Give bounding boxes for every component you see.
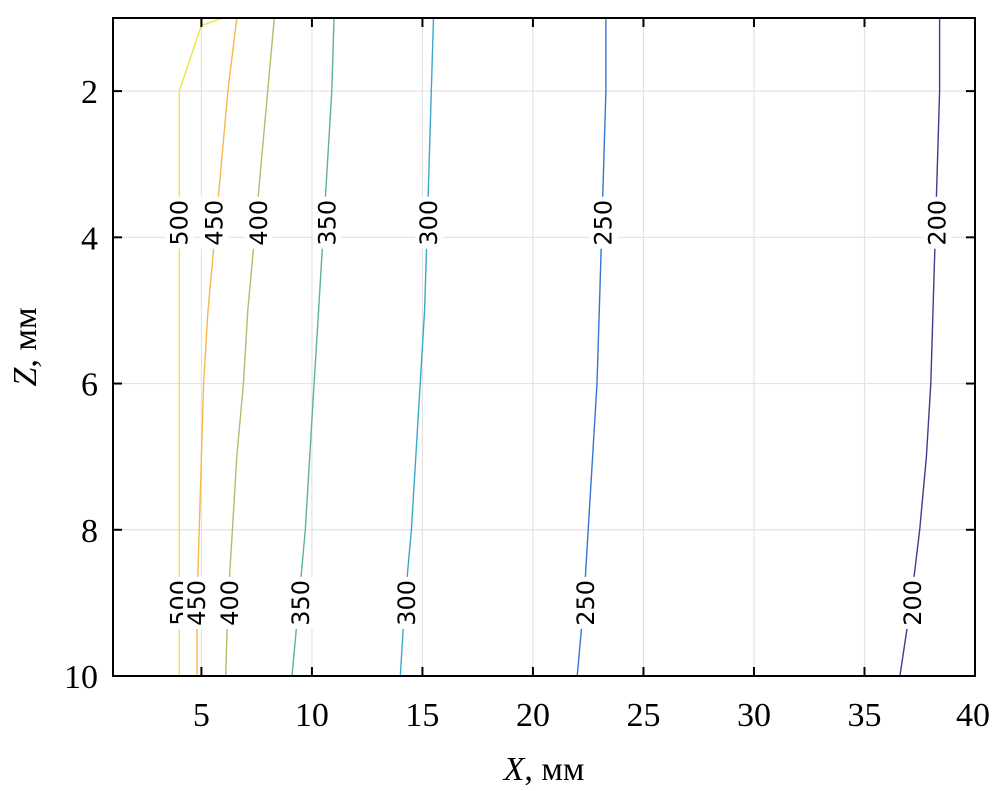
y-tick-label: 8 bbox=[81, 513, 98, 550]
contour-line-350 bbox=[291, 17, 335, 677]
contour-label-300: 300 bbox=[393, 580, 421, 626]
contour-label-bg bbox=[200, 196, 229, 249]
contour-label-500: 500 bbox=[165, 200, 193, 246]
contour-label-bg bbox=[165, 196, 194, 249]
contour-label-bg bbox=[415, 196, 444, 249]
x-tick-label: 35 bbox=[847, 697, 881, 734]
contour-label-250: 250 bbox=[590, 200, 618, 246]
contour-label-bg bbox=[244, 196, 273, 249]
x-axis-title: X, мм bbox=[502, 751, 585, 788]
contour-line-300 bbox=[399, 17, 435, 677]
contour-350: 350 350 bbox=[286, 17, 342, 677]
contour-label-400: 400 bbox=[245, 200, 273, 246]
x-axis-var: X bbox=[502, 751, 526, 788]
contour-250: 250 250 bbox=[571, 18, 618, 677]
x-tick-label: 10 bbox=[295, 697, 329, 734]
x-axis-unit: , мм bbox=[524, 751, 584, 788]
contour-line-250 bbox=[576, 18, 607, 677]
y-axis-var: Z bbox=[7, 366, 44, 386]
y-tick-label: 10 bbox=[64, 659, 98, 696]
y-tick-label: 6 bbox=[81, 367, 98, 404]
contour-label-bg bbox=[571, 576, 600, 629]
x-tick-label: 40 bbox=[956, 697, 990, 734]
contour-200: 200 200 bbox=[899, 18, 952, 677]
contour-label-450: 450 bbox=[183, 580, 211, 626]
contour-label-450: 450 bbox=[201, 200, 229, 246]
contour-label-300: 300 bbox=[415, 200, 443, 246]
y-tick-label: 2 bbox=[81, 74, 98, 111]
contour-line-400 bbox=[225, 17, 275, 677]
contour-label-250: 250 bbox=[572, 580, 600, 626]
contour-label-400: 400 bbox=[216, 580, 244, 626]
x-tick-label: 30 bbox=[737, 697, 771, 734]
axis-ticks bbox=[113, 18, 976, 677]
y-axis-title: Z, мм bbox=[7, 308, 44, 387]
contour-label-bg bbox=[589, 196, 618, 249]
contour-label-bg bbox=[286, 576, 315, 629]
x-tick-label: 20 bbox=[516, 697, 550, 734]
contour-line-450 bbox=[196, 17, 238, 676]
x-tick-label: 25 bbox=[626, 697, 660, 734]
contour-label-bg bbox=[182, 576, 211, 629]
y-tick-label: 4 bbox=[81, 220, 98, 257]
contour-label-200: 200 bbox=[923, 200, 951, 246]
plot-frame bbox=[112, 17, 976, 677]
contour-label-350: 350 bbox=[287, 580, 315, 626]
y-tick-labels: 2 4 6 8 10 bbox=[64, 74, 98, 696]
contour-lines: 5005004504504004003503503003002502502002… bbox=[165, 17, 952, 677]
contour-label-bg bbox=[216, 576, 245, 629]
contour-line-200 bbox=[899, 18, 941, 677]
y-axis-unit: , мм bbox=[7, 308, 44, 368]
x-tick-label: 15 bbox=[405, 697, 439, 734]
x-tick-label: 5 bbox=[193, 697, 210, 734]
contour-label-350: 350 bbox=[313, 200, 341, 246]
contour-300: 300 300 bbox=[392, 17, 444, 677]
contour-label-200: 200 bbox=[899, 580, 927, 626]
contour-label-bg bbox=[392, 576, 421, 629]
contour-label-bg bbox=[899, 576, 928, 629]
contour-400: 400 400 bbox=[216, 17, 275, 677]
contour-label-bg bbox=[923, 196, 952, 249]
contour-label-bg bbox=[313, 196, 342, 249]
contour-450: 450 450 bbox=[182, 17, 238, 676]
x-tick-labels: 5 10 15 20 25 30 35 40 bbox=[193, 697, 990, 734]
